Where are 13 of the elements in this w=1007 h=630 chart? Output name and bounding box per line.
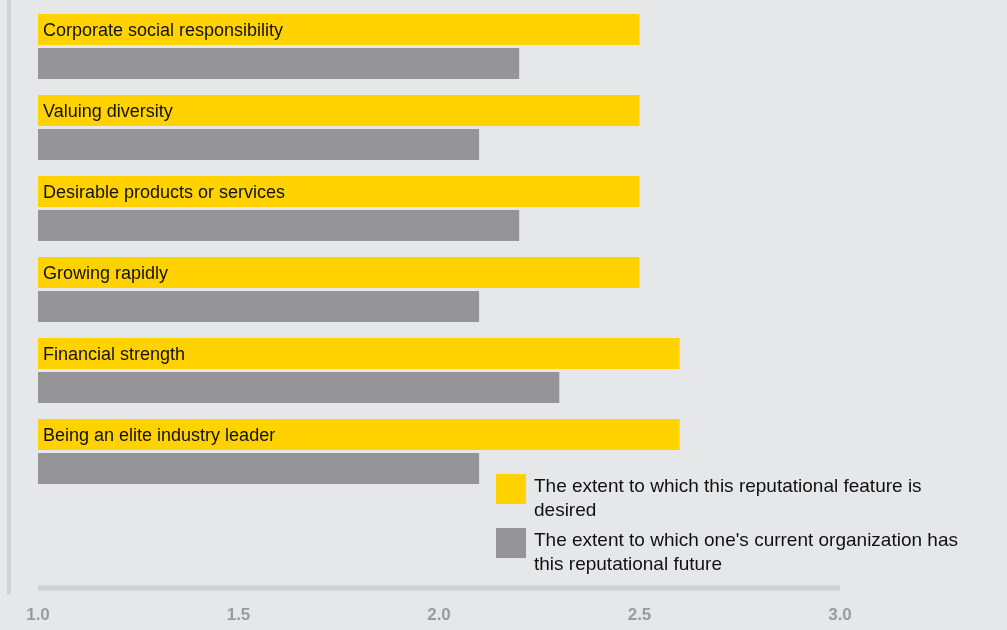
- legend-label: The extent to which this reputational feature is desired: [534, 474, 923, 522]
- x-tick-label: 2.5: [627, 605, 652, 625]
- y-tick-label: Financial strength: [43, 343, 186, 364]
- x-tick-label: 1.5: [226, 605, 251, 625]
- x-tick-label: 2.0: [427, 605, 451, 625]
- y-tick-label: Valuing diversity: [43, 100, 173, 121]
- y-tick-label: Being an elite industry leader: [43, 424, 276, 445]
- y-tick-label: Desirable products or services: [43, 181, 286, 202]
- legend-label: The extent to which one's current organization has this reputational future: [534, 528, 959, 576]
- x-tick-label: 3.0: [828, 605, 852, 625]
- x-tick-label: 1.0: [26, 605, 50, 625]
- y-tick-label: Corporate social responsibility: [43, 19, 284, 40]
- y-tick-label: Growing rapidly: [43, 262, 169, 283]
